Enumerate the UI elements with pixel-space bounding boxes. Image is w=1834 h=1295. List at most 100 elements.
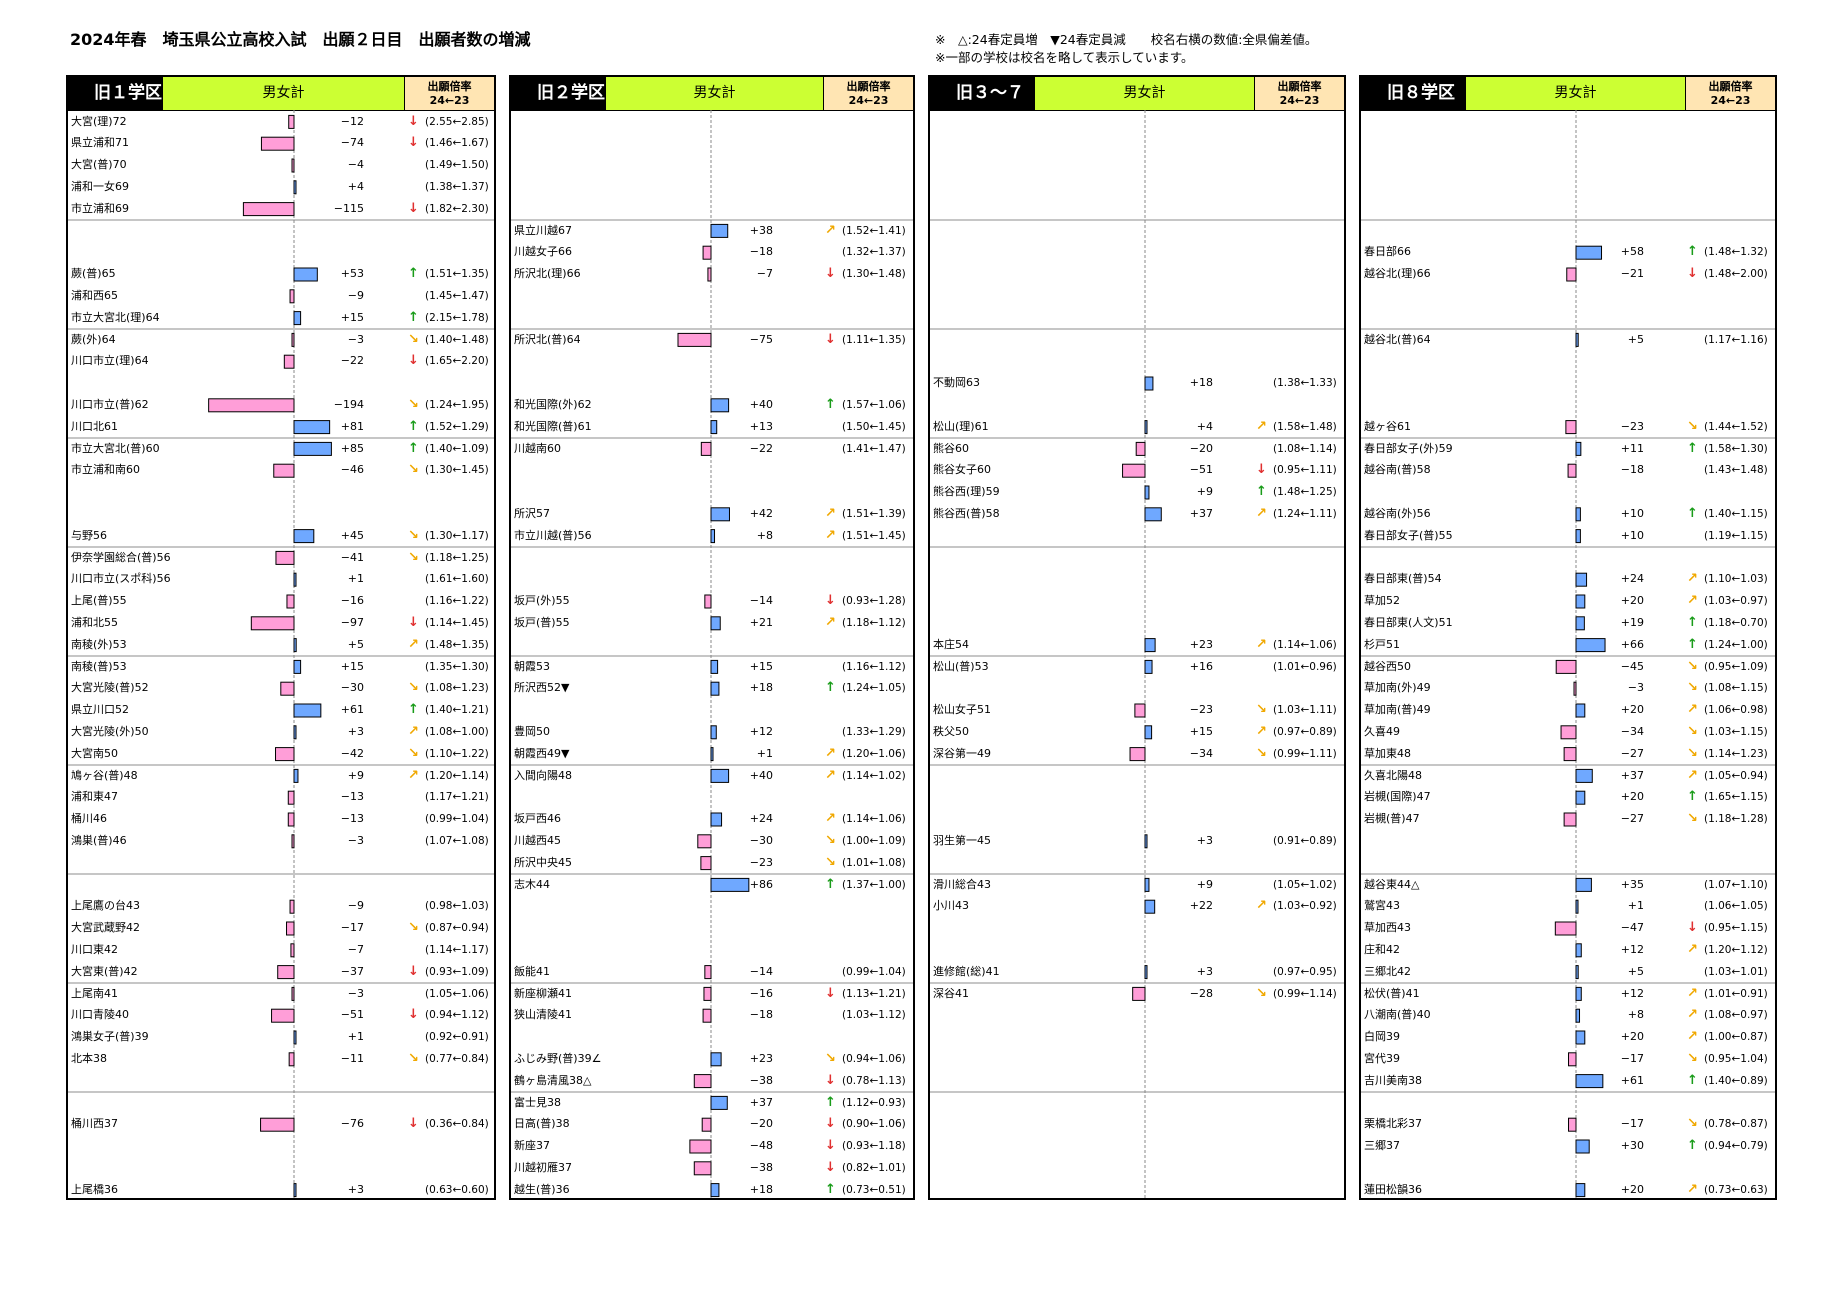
up-arrow-icon: ↑ xyxy=(1687,440,1698,456)
ratio-header-line1: 出願倍率 xyxy=(427,80,472,93)
ratio-header-line2: 24←23 xyxy=(848,94,889,107)
delta-value: −3 xyxy=(347,833,364,847)
ratio-value: (1.07←1.08) xyxy=(425,834,489,847)
school-label: 大宮(普)70 xyxy=(71,158,127,172)
delta-value: −16 xyxy=(340,594,364,608)
school-label: 草加西43 xyxy=(1364,921,1411,935)
delta-value: +15 xyxy=(749,659,773,673)
delta-bar xyxy=(710,529,716,544)
delta-bar xyxy=(1575,616,1585,631)
ratio-value: (2.55←2.85) xyxy=(425,115,489,128)
panel-body: 県立川越67 +38 ↗ (1.52←1.41) 川越女子66 −18 (1.32←1.37… xyxy=(511,110,913,1200)
ratio-value: (0.93←1.09) xyxy=(425,965,489,978)
delta-bar xyxy=(1568,1052,1577,1067)
delta-bar xyxy=(1573,681,1577,696)
diag-down-arrow-icon: ↘ xyxy=(1687,418,1698,434)
school-label: 鴻巣(普)46 xyxy=(71,833,127,847)
delta-value: +20 xyxy=(1620,790,1644,804)
ratio-value: (1.51←1.45) xyxy=(842,529,906,542)
diag-down-arrow-icon: ↘ xyxy=(408,549,419,565)
ratio-value: (1.20←1.14) xyxy=(425,769,489,782)
school-label: 新座柳瀬41 xyxy=(514,986,572,1000)
school-label: 松山(理)61 xyxy=(933,419,989,433)
school-label: 吉川美南38 xyxy=(1364,1073,1422,1087)
delta-bar xyxy=(1575,1183,1586,1198)
diag-down-arrow-icon: ↘ xyxy=(1687,811,1698,827)
up-arrow-icon: ↑ xyxy=(408,418,419,434)
school-label: 浦和西65 xyxy=(71,288,118,302)
delta-value: +58 xyxy=(1620,245,1644,259)
delta-value: +9 xyxy=(1196,877,1213,891)
school-label: 川口市立(理)64 xyxy=(71,354,149,368)
delta-value: +20 xyxy=(1620,1030,1644,1044)
delta-value: −20 xyxy=(749,1117,773,1131)
ratio-value: (1.14←1.23) xyxy=(1704,747,1768,760)
delta-value: +38 xyxy=(749,223,773,237)
school-label: 宮代39 xyxy=(1364,1051,1400,1065)
ratio-value: (1.30←1.17) xyxy=(425,529,489,542)
diag-down-arrow-icon: ↘ xyxy=(408,920,419,936)
ratio-value: (1.52←1.29) xyxy=(425,420,489,433)
delta-bar xyxy=(293,311,302,326)
school-label: 川口市立(普)62 xyxy=(71,397,149,411)
ratio-value: (0.78←1.13) xyxy=(842,1074,906,1087)
ratio-value: (1.01←0.91) xyxy=(1704,987,1768,1000)
panel-header: 旧１学区 男女計 出願倍率 24←23 xyxy=(68,77,494,111)
ratio-value: (1.58←1.30) xyxy=(1704,442,1768,455)
delta-value: −34 xyxy=(1620,724,1644,738)
ratio-header-line2: 24←23 xyxy=(1279,94,1320,107)
diag-down-arrow-icon: ↘ xyxy=(825,854,836,870)
school-label: 春日部66 xyxy=(1364,245,1411,259)
delta-value: +5 xyxy=(347,637,364,651)
delta-bar xyxy=(700,441,712,456)
ratio-value: (1.08←1.00) xyxy=(425,725,489,738)
delta-bar xyxy=(1132,986,1146,1001)
delta-bar xyxy=(1575,332,1579,347)
delta-bar xyxy=(293,420,331,435)
diag-up-arrow-icon: ↗ xyxy=(1687,1181,1698,1197)
bar-plot xyxy=(68,110,494,1200)
school-label: 浦和東47 xyxy=(71,790,118,804)
ratio-value: (1.06←0.98) xyxy=(1704,704,1768,717)
ratio-value: (0.73←0.51) xyxy=(842,1183,906,1196)
delta-bar xyxy=(1144,507,1162,522)
delta-value: −3 xyxy=(347,332,364,346)
delta-value: −27 xyxy=(1620,812,1644,826)
legend-note: ※ △:24春定員増 ▼24春定員減 校名右横の数値:全県偏差値。 xyxy=(935,32,1318,47)
ratio-value: (1.33←1.29) xyxy=(842,725,906,738)
delta-value: +1 xyxy=(347,572,364,586)
delta-bar xyxy=(286,921,295,936)
ratio-value: (1.48←1.32) xyxy=(1704,246,1768,259)
delta-bar xyxy=(290,943,295,958)
delta-bar xyxy=(689,1139,712,1154)
panel-body: 不動岡63 +18 (1.38←1.33) 松山(理)61 +4 ↗ (1.58←1.48)… xyxy=(930,110,1344,1200)
delta-bar xyxy=(702,245,712,260)
ratio-value: (1.01←1.08) xyxy=(842,856,906,869)
district-panel: 旧２学区 男女計 出願倍率 24←23 県立川越67 +38 ↗ (1.52←1.41) 川越女… xyxy=(509,75,915,1200)
down-arrow-icon: ↓ xyxy=(408,1007,419,1023)
delta-value: −18 xyxy=(1620,463,1644,477)
ratio-value: (1.01←0.96) xyxy=(1273,660,1337,673)
school-label: 小川43 xyxy=(933,899,969,913)
delta-value: +10 xyxy=(1620,506,1644,520)
ratio-value: (1.30←1.48) xyxy=(842,268,906,281)
diag-down-arrow-icon: ↘ xyxy=(408,527,419,543)
school-label: 羽生第一45 xyxy=(933,833,991,847)
diag-up-arrow-icon: ↗ xyxy=(408,636,419,652)
delta-bar xyxy=(1563,747,1577,762)
school-label: 桶川46 xyxy=(71,812,107,826)
school-label: 上尾南41 xyxy=(71,986,118,1000)
delta-bar xyxy=(293,1030,297,1045)
delta-value: +3 xyxy=(1196,964,1213,978)
delta-value: +3 xyxy=(1196,833,1213,847)
delta-bar xyxy=(1575,790,1586,805)
school-label: 杉戸51 xyxy=(1364,637,1400,651)
ratio-value: (1.19←1.15) xyxy=(1704,529,1768,542)
school-label: 滑川総合43 xyxy=(933,877,991,891)
delta-value: −9 xyxy=(347,288,364,302)
ratio-value: (1.16←1.22) xyxy=(425,595,489,608)
delta-bar xyxy=(710,768,730,783)
school-label: 草加南(普)49 xyxy=(1364,703,1431,717)
down-arrow-icon: ↓ xyxy=(825,1116,836,1132)
school-label: 北本38 xyxy=(71,1051,107,1065)
